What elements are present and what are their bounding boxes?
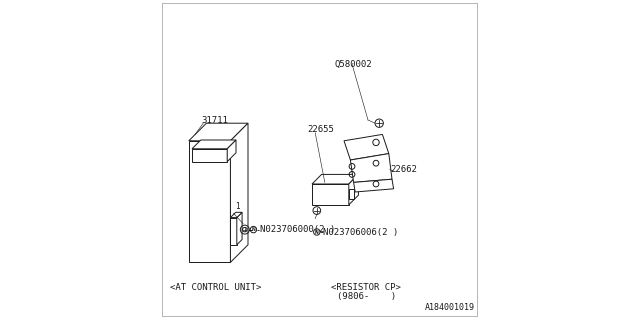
Text: N023706000(2 ): N023706000(2 ) [260, 225, 335, 234]
Text: N: N [315, 229, 319, 235]
Polygon shape [189, 123, 248, 141]
Polygon shape [192, 149, 227, 162]
Polygon shape [230, 212, 242, 218]
Text: 22655: 22655 [307, 125, 334, 134]
Polygon shape [354, 179, 394, 192]
Polygon shape [349, 189, 354, 198]
Text: Q580002: Q580002 [334, 60, 372, 68]
Polygon shape [344, 134, 388, 160]
Text: N: N [252, 227, 255, 232]
Polygon shape [230, 123, 248, 262]
Text: 1: 1 [236, 203, 240, 212]
Polygon shape [312, 184, 349, 205]
Polygon shape [192, 140, 236, 149]
Text: <AT CONTROL UNIT>: <AT CONTROL UNIT> [170, 284, 262, 292]
Polygon shape [349, 174, 358, 205]
Text: (9806-    ): (9806- ) [337, 292, 396, 300]
Polygon shape [230, 218, 237, 245]
Polygon shape [237, 212, 242, 245]
Polygon shape [351, 154, 392, 182]
Text: <RESISTOR CP>: <RESISTOR CP> [332, 284, 401, 292]
Polygon shape [227, 140, 236, 162]
Polygon shape [189, 141, 230, 262]
Text: 31711: 31711 [202, 116, 228, 124]
Polygon shape [312, 174, 358, 184]
Text: N023706006(2 ): N023706006(2 ) [323, 228, 399, 236]
Text: 22662: 22662 [390, 165, 417, 174]
Text: A184001019: A184001019 [425, 303, 475, 312]
